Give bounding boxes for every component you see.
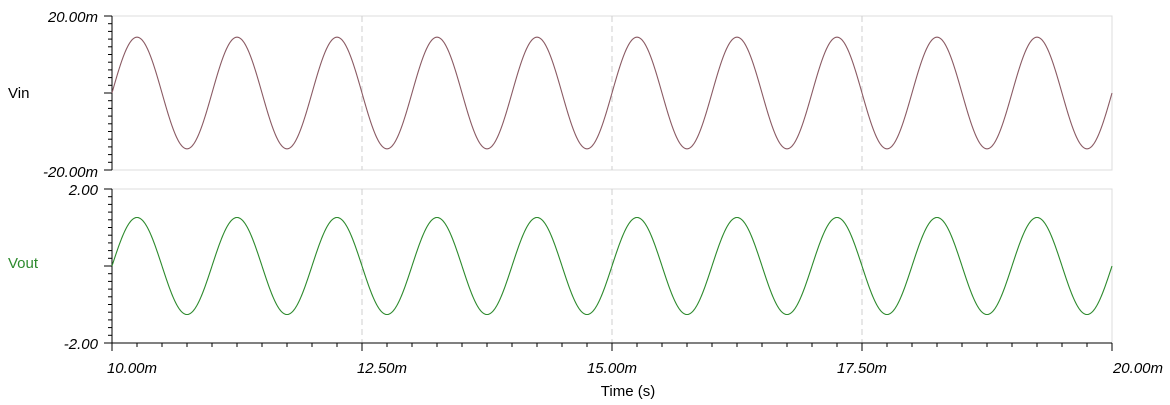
vin-series-line (111, 36, 1113, 150)
vin-ytick-min: -20.00m (43, 164, 98, 181)
xtick-label: 15.00m (587, 360, 637, 377)
vin-label: Vin (8, 85, 29, 102)
xtick-label: 17.50m (837, 360, 887, 377)
xtick-label: 10.00m (107, 360, 157, 377)
vin-ytick-max: 20.00m (47, 9, 98, 26)
vout-label: Vout (8, 255, 39, 272)
xtick-label: 12.50m (357, 360, 407, 377)
xtick-label: 20.00m (1112, 360, 1163, 377)
chart-marks (104, 15, 1113, 351)
vout-series-line (111, 216, 1113, 316)
vout-ytick-min: -2.00 (64, 336, 99, 353)
vout-ytick-max: 2.00 (68, 182, 99, 199)
x-axis-title: Time (s) (601, 383, 655, 400)
